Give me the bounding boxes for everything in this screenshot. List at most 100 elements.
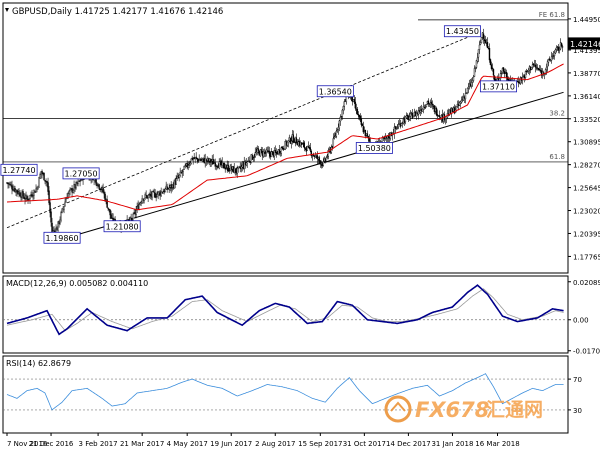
candle-body (281, 146, 283, 149)
candle-body (306, 145, 308, 152)
candle-body (500, 73, 503, 75)
candle-body (415, 112, 418, 117)
candle-body (309, 147, 312, 151)
candle-body (31, 194, 33, 197)
candle-body (534, 64, 537, 68)
candle-body (490, 64, 493, 69)
candle-body (262, 151, 264, 157)
rsi-line (6, 373, 564, 411)
price-annotation-box (62, 167, 100, 180)
candle-body (561, 46, 564, 48)
candle-body (210, 161, 212, 163)
candle-body (23, 196, 25, 199)
candle-body (29, 195, 31, 200)
candle-body (72, 190, 74, 193)
candle-body (409, 113, 412, 117)
candle-body (98, 184, 100, 189)
macd-ytick-label: 0.020893 (573, 279, 600, 287)
candle-body (550, 56, 553, 61)
price-ytick-label: 1.17765 (573, 253, 600, 261)
candle-body (135, 210, 137, 215)
candle-body (531, 64, 534, 68)
candle-body (27, 198, 29, 201)
candle-body (183, 165, 185, 170)
current-price-marker (568, 37, 600, 50)
candle-body (164, 188, 166, 192)
candle-body (517, 81, 520, 84)
candle-body (138, 204, 140, 210)
candle-body (524, 71, 527, 78)
candle-body (108, 208, 110, 210)
macd-panel: MACD(12,26,9) 0.005082 0.004110 0.020893 0… (3, 279, 600, 356)
rsi-panel: RSI(14) 62.8679 70 30 (3, 359, 582, 415)
candle-body (36, 187, 38, 190)
xtick-label: 19 Jun 2017 (210, 440, 252, 448)
candle-body (95, 179, 97, 185)
candle-body (342, 106, 345, 111)
candle-body (307, 146, 310, 148)
candle-body (178, 174, 180, 178)
candle-body (322, 161, 325, 166)
candle-body (236, 167, 238, 174)
candle-body (460, 100, 463, 103)
candle-body (263, 151, 265, 153)
candle-body (555, 47, 558, 50)
candle-body (145, 194, 147, 196)
xtick-label: 31 Jan 2018 (431, 440, 473, 448)
candle-body (406, 115, 409, 117)
candle-body (212, 159, 214, 165)
candle-body (245, 162, 247, 166)
candle-body (327, 150, 330, 157)
candle-body (343, 101, 346, 107)
candle-body (492, 69, 495, 76)
price-annotation-box (355, 142, 393, 154)
candle-body (144, 194, 146, 198)
candle-body (301, 143, 303, 145)
fib-label: FE 61.8 (539, 11, 565, 19)
candle-body (151, 191, 153, 198)
candle-body (484, 39, 487, 44)
price-annotation: 1.36540 (319, 87, 352, 96)
candle-body (489, 59, 492, 66)
candle-body (187, 165, 189, 168)
candle-body (488, 48, 491, 61)
candle-body (361, 124, 364, 127)
candle-body (41, 170, 43, 174)
candle-body (467, 86, 470, 89)
candle-body (139, 202, 141, 205)
price-annotation: 1.50380 (358, 144, 391, 153)
candle-body (195, 156, 197, 158)
xtick-label: 21 Dec 2016 (29, 440, 74, 448)
price-ytick-label: 1.30895 (573, 139, 600, 147)
moving-average-line (6, 63, 564, 211)
candle-body (404, 116, 407, 123)
candle-body (465, 92, 468, 94)
xtick-label: 16 Mar 2018 (475, 440, 519, 448)
candle-body (364, 129, 367, 137)
price-ytick-label: 1.20395 (573, 230, 600, 238)
candle-body (477, 49, 480, 58)
candle-body (102, 187, 104, 192)
candle-body (44, 180, 46, 182)
candle-body (251, 154, 253, 160)
candle-body (410, 112, 413, 114)
logo-circle (384, 395, 412, 423)
price-annotation-box (0, 163, 38, 176)
candle-body (325, 157, 328, 162)
candle-body (278, 149, 280, 154)
candle-body (186, 163, 188, 167)
candle-body (554, 49, 557, 54)
candle-body (359, 115, 362, 120)
price-annotation: 1.19860 (46, 234, 79, 243)
candle-body (412, 115, 415, 119)
candle-body (271, 151, 273, 153)
watermark-brand: FX678 (415, 398, 489, 422)
candle-body (474, 66, 477, 69)
candle-body (28, 198, 30, 200)
price-ytick-label: 1.38770 (573, 70, 600, 78)
candle-body (179, 171, 181, 176)
candle-body (458, 102, 461, 106)
panel-frame-1 (2, 275, 569, 354)
candle-body (427, 100, 430, 105)
